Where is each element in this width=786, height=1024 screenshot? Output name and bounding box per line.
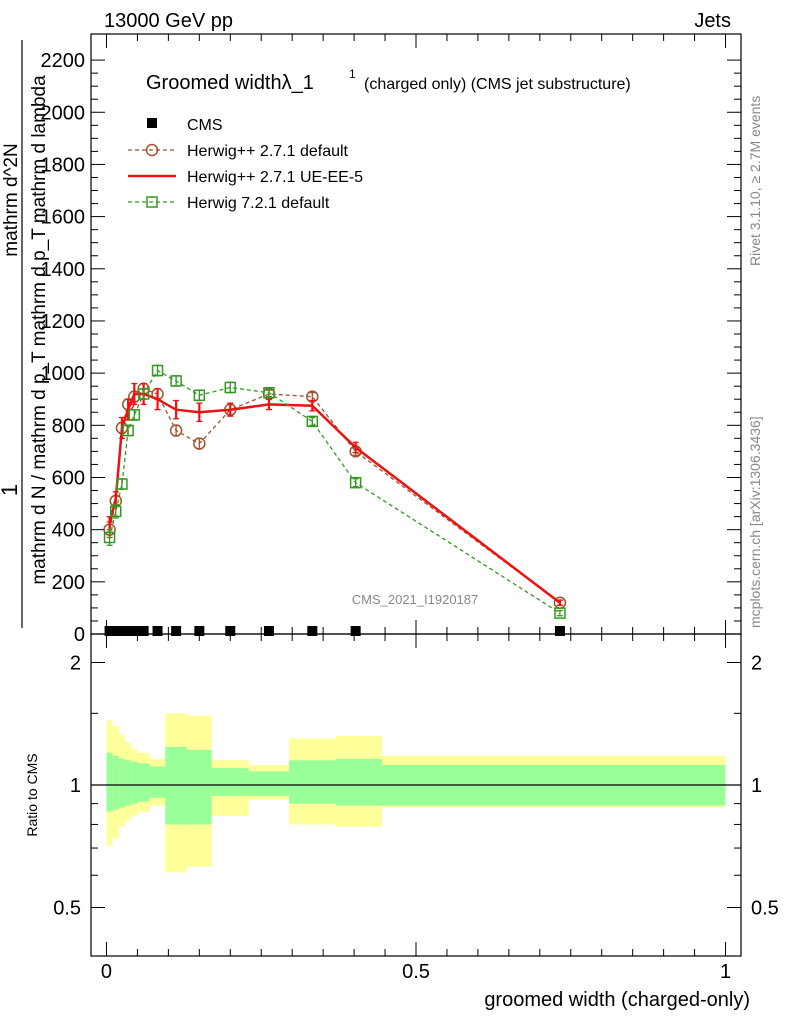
cms-data-point (554, 626, 565, 636)
cms-data-point (116, 626, 127, 636)
ratio-y-tick-label-right: 0.5 (751, 897, 779, 919)
header-left-label: 13000 GeV pp (104, 10, 233, 32)
herwig7-point (110, 505, 122, 518)
herwig7-point (193, 389, 206, 402)
mcplots-label: mcplots.cern.ch [arXiv:1306.3436] (747, 416, 763, 628)
y-tick-label: 0 (74, 624, 85, 646)
herwigpp-default-point (169, 424, 183, 437)
x-axis-label: groomed width (charged-only) (484, 989, 750, 1011)
x-tick-label: 1 (720, 961, 731, 983)
cms-data-point (129, 626, 140, 636)
legend: CMS Herwig++ 2.7.1 default Herwig++ 2.7.… (128, 117, 363, 212)
y-tick-label: 1000 (41, 363, 86, 385)
legend-herwig7-label: Herwig 7.2.1 default (187, 195, 330, 212)
ratio-inner-band (165, 746, 187, 825)
y-tick-label: 800 (52, 415, 85, 437)
header-right-label: Jets (694, 10, 731, 32)
cms-data-point (225, 626, 236, 636)
y-tick-label: 1400 (41, 259, 86, 281)
herwig7-point (103, 531, 116, 544)
x-tick-label: 0 (101, 961, 112, 983)
ratio-y-tick-label: 0.5 (53, 897, 81, 919)
ratio-panel-axes: 0.5 0.5 1 1 2 2 0 0.5 1 (53, 653, 779, 983)
ratio-inner-band (186, 749, 212, 825)
chart-title-sup: 1 (349, 67, 356, 81)
legend-herwigpp-ueee5-label: Herwig++ 2.7.1 UE-EE-5 (187, 169, 363, 186)
analysis-watermark: CMS_2021_I1920187 (352, 592, 479, 607)
y-tick-label: 1600 (41, 207, 86, 229)
cms-data-point (152, 626, 163, 636)
cms-data-point (171, 626, 182, 636)
ratio-y-tick-label-right: 2 (751, 653, 762, 675)
herwigpp-default-point (193, 437, 206, 450)
y-label-denominator: mathrm d N / mathrm d p_T mathrm d p_T m… (29, 75, 50, 585)
cms-data-point (110, 626, 121, 636)
y-tick-label: 200 (52, 572, 85, 594)
herwig7-point (349, 476, 362, 489)
cms-data-point (123, 626, 134, 636)
y-tick-label: 400 (52, 520, 85, 542)
chart-title-main: Groomed widthλ_1 (146, 72, 314, 94)
cms-data-point (104, 626, 115, 636)
ratio-y-tick-label-right: 1 (751, 775, 762, 797)
y-label-top: mathrm d^2N (1, 143, 22, 256)
legend-cms-label: CMS (187, 117, 223, 134)
legend-herwigpp-default-label: Herwig++ 2.7.1 default (187, 143, 349, 160)
ratio-inner-band (289, 760, 336, 804)
herwig7-point (116, 478, 128, 490)
herwig7-point (137, 388, 150, 400)
herwig7-point (128, 409, 141, 421)
ratio-inner-band (106, 752, 113, 812)
ratio-inner-band (149, 766, 166, 798)
main-panel-axes: 0 200 400 600 800 1000 1200 1400 1600 1800 2000 220… (41, 34, 741, 956)
legend-herwigpp-default-marker (145, 143, 159, 157)
cms-data-point (138, 626, 149, 636)
x-tick-label: 0.5 (402, 961, 430, 983)
legend-cms-marker (147, 118, 157, 128)
cms-data-point (307, 626, 318, 636)
herwig7-point (306, 415, 319, 428)
main-y-axis-label: 1 mathrm d N / mathrm d p_T mathrm d p_T… (0, 40, 50, 628)
ratio-y-axis-label: Ratio to CMS (24, 753, 40, 836)
rivet-version-label: Rivet 3.1.10, ≥ 2.7M events (747, 96, 763, 266)
ratio-y-tick-label: 1 (70, 775, 81, 797)
main-panel-series (103, 364, 567, 636)
herwig7-point (224, 381, 237, 394)
y-tick-label: 2000 (41, 102, 86, 124)
y-tick-label: 1200 (41, 311, 86, 333)
cms-data-point (263, 626, 274, 636)
ratio-inner-band (131, 761, 138, 804)
cms-data-point (350, 626, 361, 636)
herwig7-point (122, 424, 134, 437)
y-tick-label: 600 (52, 467, 85, 489)
herwig7-point (554, 607, 566, 619)
herwig7-point (151, 364, 164, 377)
chart-title-rest: (charged only) (CMS jet substructure) (364, 76, 631, 93)
y-label-numerator: 1 (0, 484, 22, 496)
cms-data-point (194, 626, 205, 636)
legend-herwig7-marker (146, 196, 158, 208)
ratio-inner-band (248, 771, 290, 796)
ratio-inner-band (118, 758, 126, 808)
ratio-y-tick-label: 2 (70, 653, 81, 675)
herwig7-point (263, 386, 275, 399)
series-line-3 (108, 369, 561, 614)
ratio-inner-band (211, 768, 249, 796)
ratio-frame (90, 633, 742, 957)
ratio-inner-band (125, 760, 132, 806)
herwig7-point (170, 375, 182, 387)
y-tick-label: 1800 (41, 154, 86, 176)
ratio-panel-bands (91, 713, 741, 873)
y-tick-label: 2200 (41, 50, 86, 72)
ratio-inner-band (137, 763, 150, 802)
ratio-inner-band (335, 758, 382, 806)
ratio-inner-band (112, 755, 119, 810)
